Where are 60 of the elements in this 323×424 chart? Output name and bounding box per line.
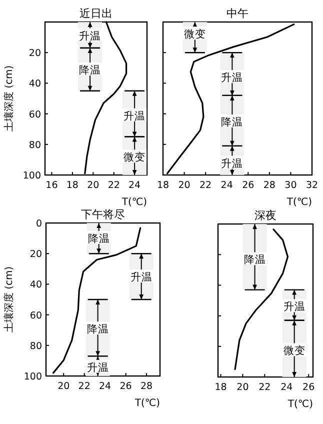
x-tick-label: 22 [258,382,271,393]
annotation: 降温 [244,254,266,266]
y-tick-label: 60 [28,109,41,120]
x-tick-label: 32 [306,180,318,191]
x-axis-title: T(℃) [120,197,148,208]
x-tick-label: 18 [214,382,227,393]
annotation: 降温 [79,64,102,76]
line-series [52,227,142,374]
x-tick-label: 24 [280,382,293,393]
y-tick-label: 100 [22,170,41,182]
y-tick-label: 40 [30,280,42,291]
y-tick-label: 0 [36,218,42,230]
x-tick-label: 24 [128,180,141,191]
x-tick-label: 26 [302,382,315,393]
annotation: 降温 [88,232,110,245]
x-axis-title: T(℃) [286,197,312,208]
chart-title: 下午将尽 [81,208,125,221]
annotation: 微变 [124,150,146,164]
x-axis-title: T(℃) [286,399,314,410]
x-tick-label: 26 [120,381,132,392]
annotation: 升温 [283,300,306,314]
x-tick-label: 20 [178,180,190,191]
y-axis-title: 土壤深度 (cm) [3,65,15,132]
x-tick-label: 22 [108,180,120,191]
x-tick-label: 22 [78,381,90,392]
annotation: 降温 [86,324,109,336]
x-tick-label: 26 [242,180,254,191]
y-tick-label: 20 [30,249,42,260]
x-tick-label: 28 [263,180,276,191]
chart-title: 中午 [226,7,248,20]
x-tick-label: 18 [156,180,170,191]
x-tick-label: 20 [236,382,249,393]
y-tick-label: 20 [28,48,41,60]
y-tick-label: 80 [28,140,41,151]
x-tick-label: 18 [66,180,78,191]
x-tick-label: 16 [46,180,58,191]
chart-title: 深夜 [254,209,276,222]
x-tick-label: 22 [200,180,212,191]
x-tick-label: 20 [87,180,100,191]
annotation: 升温 [130,270,152,284]
annotation: 降温 [221,116,244,128]
y-tick-label: 80 [30,340,42,352]
y-tick-label: 100 [24,372,42,382]
y-axis-title: 土壤深度 (cm) [3,266,15,333]
x-tick-label: 30 [284,180,297,191]
annotation: 微变 [184,28,206,41]
y-tick-label: 60 [30,310,42,322]
x-tick-label: 24 [99,381,112,392]
x-tick-label: 28 [140,381,153,392]
annotation: 升温 [124,109,146,122]
x-tick-label: 20 [58,381,70,392]
chart-title: 近日出 [80,7,112,20]
x-tick-label: 24 [220,180,233,191]
annotation: 升温 [221,71,244,84]
annotation: 升温 [79,29,102,42]
annotation: 微变 [283,344,306,358]
y-tick-label: 40 [28,78,41,90]
x-axis-title: T(℃) [134,398,160,409]
annotation: 升温 [86,360,109,374]
annotation: 升温 [221,156,244,170]
